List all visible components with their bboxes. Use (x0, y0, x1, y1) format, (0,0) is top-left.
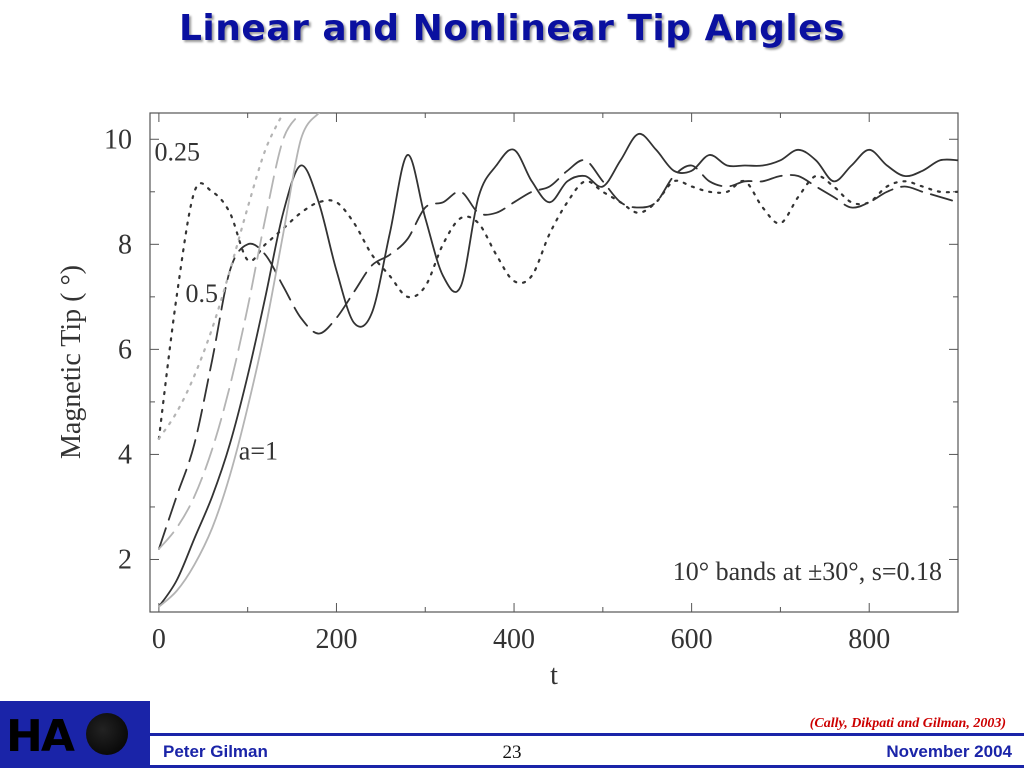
hao-logo: HA (0, 701, 150, 768)
linear-solid-curve (158, 113, 320, 608)
citation: (Cally, Dikpati and Gilman, 2003) (809, 716, 1006, 731)
logo-text: HA (6, 711, 75, 762)
tick-labels: 0 200 400 600 800 2 4 6 8 10 (104, 124, 890, 655)
nonlinear-solid-curve (158, 133, 958, 608)
curve-label: 0.25 (154, 137, 200, 166)
chart-annotation: 10° bands at ±30°, s=0.18 (673, 557, 942, 586)
x-tick-label: 200 (315, 624, 357, 655)
y-tick-label: 8 (118, 229, 132, 260)
curve-label: 0.5 (186, 279, 219, 308)
x-tick-label: 400 (493, 624, 535, 655)
plot-frame (149, 112, 959, 613)
linear-dashed-curve (158, 113, 302, 550)
y-tick-label: 6 (118, 334, 132, 365)
nonlinear-dotted-curve (157, 174, 958, 440)
nonlinear-dashed-curve (158, 159, 958, 550)
slide-title: Linear and Nonlinear Tip Angles (178, 8, 846, 49)
y-tick-label: 10 (104, 124, 132, 155)
x-axis-label: t (550, 660, 558, 691)
footer-rule-bottom (150, 765, 1024, 768)
x-tick-label: 0 (152, 624, 166, 655)
footer-rule-top (150, 733, 1024, 736)
y-axis-label: Magnetic Tip ( °) (56, 265, 87, 459)
author-name: Peter Gilman (163, 742, 268, 761)
y-tick-label: 4 (118, 439, 132, 470)
curves (157, 113, 958, 608)
curve-label: a=1 (239, 437, 278, 466)
linear-dotted-curve (157, 113, 285, 440)
tip-angle-chart: 0 200 400 600 800 2 4 6 8 10 0.25 0.5 a=1 t Magneti… (56, 112, 959, 691)
axis-ticks (150, 113, 958, 612)
curve-labels: 0.25 0.5 a=1 (154, 137, 278, 465)
logo-circle-icon (86, 713, 128, 755)
y-tick-label: 2 (118, 544, 132, 575)
page-number: 23 (502, 742, 522, 763)
presentation-date: November 2004 (886, 742, 1012, 761)
x-tick-label: 600 (671, 624, 713, 655)
x-tick-label: 800 (848, 624, 890, 655)
